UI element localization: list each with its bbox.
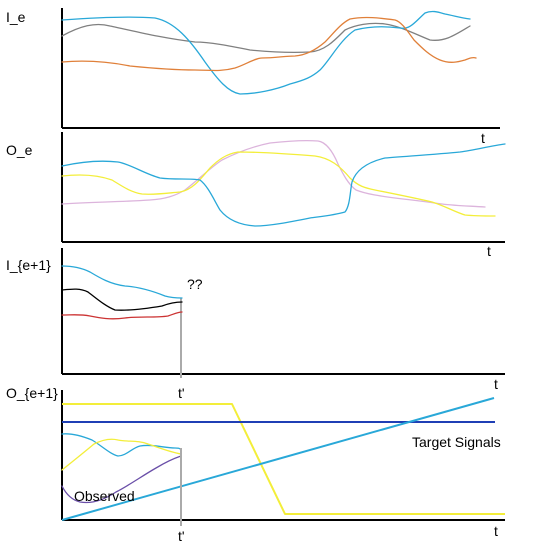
panel-ie-t-label: t: [481, 130, 485, 146]
oe-yellow-signal: [61, 151, 496, 217]
ie1-red-signal: [61, 311, 183, 320]
panel-oe1-label: O_{e+1}: [6, 385, 58, 401]
ie1-cyan-signal: [61, 265, 183, 299]
panel-ie: I_e t: [6, 8, 500, 146]
oe1-observed-yellow-signal: [61, 438, 182, 471]
ie-gray-signal: [61, 22, 471, 54]
panel-oe: O_e t: [6, 132, 506, 259]
oe1-observed-purple-signal: [61, 455, 182, 504]
panel-ie-label: I_e: [6, 9, 26, 25]
ie-cyan-signal: [61, 10, 471, 95]
oe-cyan-signal: [61, 143, 506, 227]
panel-oe-t-label: t: [487, 243, 491, 259]
oe1-observed-label: Observed: [74, 488, 135, 504]
oe1-target-yellow-signal: [62, 403, 505, 515]
panel-ie1-t-label: t: [494, 376, 498, 392]
ie1-unknown-label: ??: [187, 276, 203, 292]
panel-oe-label: O_e: [6, 142, 33, 158]
ie1-time-marker-label: t': [178, 385, 185, 401]
ie-orange-signal: [61, 16, 477, 72]
oe1-target-cyan-signal: [61, 397, 495, 521]
panel-ie1: I_{e+1} t t' ??: [6, 248, 505, 401]
panel-oe1: O_{e+1} t t' Observed Target Signals: [6, 385, 505, 544]
panel-oe1-t-label: t: [494, 523, 498, 539]
oe-pink-signal: [61, 139, 486, 208]
oe1-target-label: Target Signals: [412, 434, 501, 450]
oe1-time-marker-label: t': [178, 528, 185, 544]
panel-ie1-label: I_{e+1}: [6, 257, 51, 273]
ie1-black-signal: [61, 288, 183, 311]
oe1-observed-cyan-signal: [61, 433, 182, 457]
